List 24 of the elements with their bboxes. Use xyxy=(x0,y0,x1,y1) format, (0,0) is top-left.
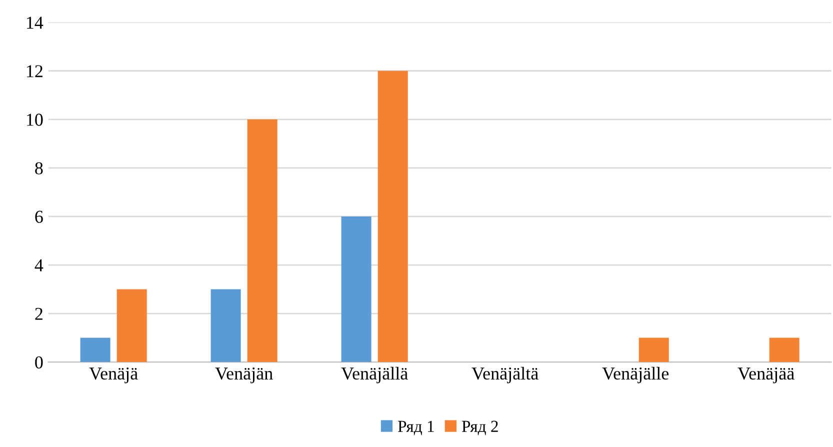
x-tick-label: Venäjälle xyxy=(602,366,669,384)
x-tick-label: Venäjä xyxy=(89,368,138,384)
y-tick-label: 2 xyxy=(35,308,42,320)
x-tick-label: Venäjän xyxy=(215,368,273,384)
legend-label: Ряд 2 xyxy=(462,420,498,436)
bar xyxy=(638,338,669,362)
bar xyxy=(341,216,372,362)
bar xyxy=(769,338,800,362)
y-tick-label: 6 xyxy=(35,210,43,223)
y-tick-label: 4 xyxy=(34,259,44,272)
bar xyxy=(210,289,241,362)
bar xyxy=(116,289,147,362)
y-tick-label: 12 xyxy=(26,65,42,78)
y-tick-label: 8 xyxy=(35,162,43,174)
y-tick-label: 0 xyxy=(35,356,43,369)
legend-label: Ряд 1 xyxy=(398,420,434,436)
x-tick-label: Venäjällä xyxy=(341,366,408,384)
x-tick-label: Venäjältä xyxy=(472,366,538,384)
x-tick-label: Venäjää xyxy=(738,368,794,384)
bar xyxy=(80,338,110,362)
y-tick-label: 10 xyxy=(26,114,43,126)
y-tick-label: 14 xyxy=(26,16,44,29)
bar xyxy=(247,119,278,362)
bar xyxy=(378,70,408,362)
